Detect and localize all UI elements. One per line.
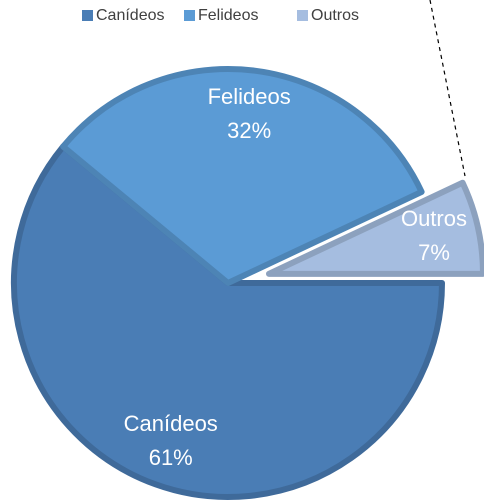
slice-value: 32% <box>227 118 271 143</box>
legend-swatch <box>297 10 308 21</box>
legend-label: Outros <box>311 7 359 24</box>
pie-slice <box>265 179 484 277</box>
legend-label: Canídeos <box>96 7 165 24</box>
legend-swatch <box>82 10 93 21</box>
slice-label: Felideos <box>208 84 291 109</box>
slice-value: 7% <box>418 240 450 265</box>
legend-label: Felideos <box>198 7 258 24</box>
pie-slice <box>60 66 425 286</box>
slice-label: Canídeos <box>124 411 218 436</box>
legend-swatch <box>184 10 195 21</box>
pie-slice <box>11 143 445 500</box>
slice-label: Outros <box>401 206 467 231</box>
leader-line <box>429 0 466 177</box>
slice-value: 61% <box>149 445 193 470</box>
